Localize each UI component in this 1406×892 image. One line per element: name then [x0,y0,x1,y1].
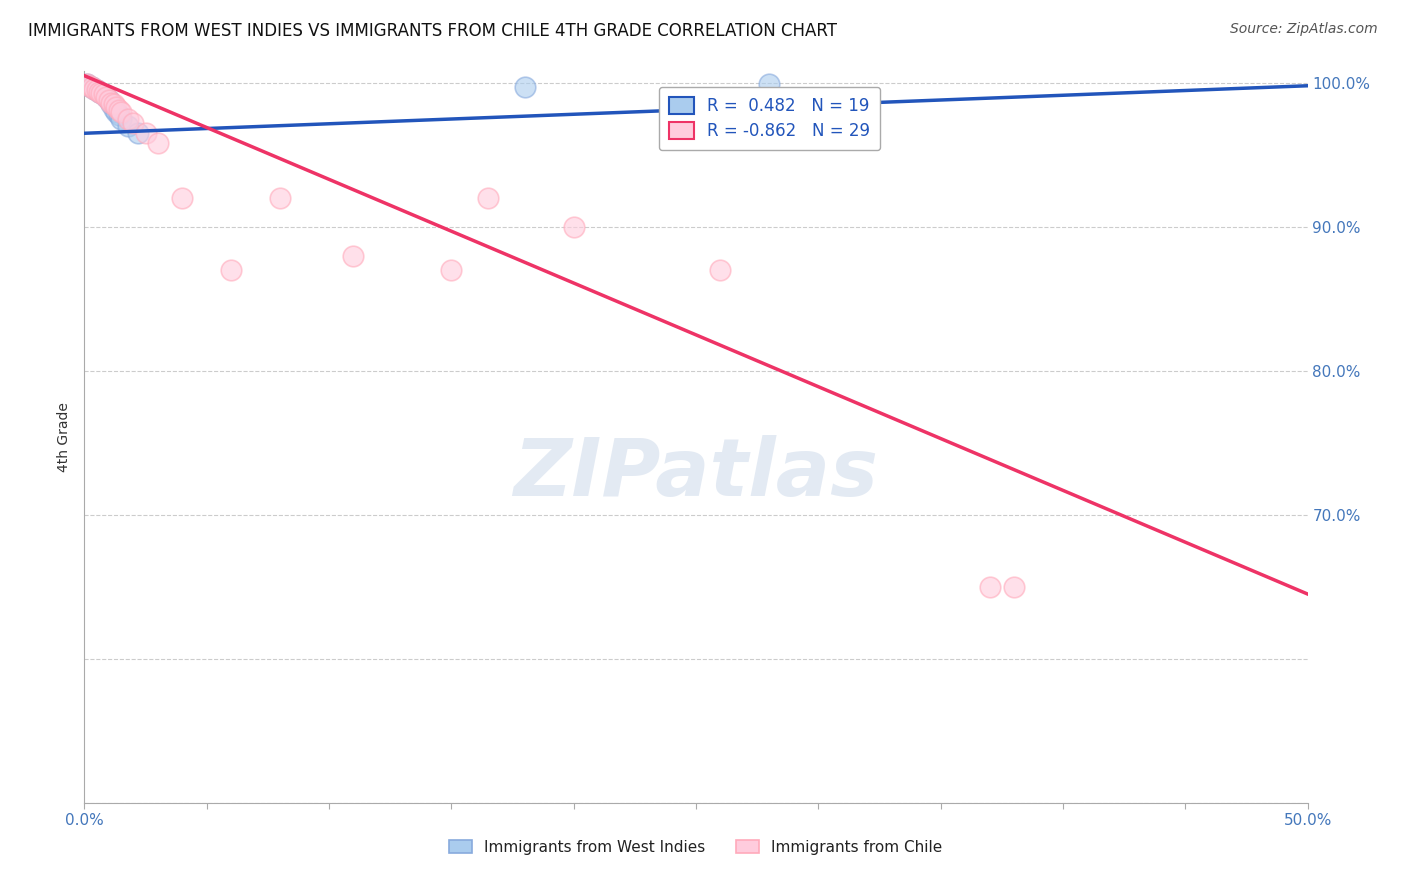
Point [146,136,169,151]
Point [80,80,103,95]
Point [127,126,149,140]
Point [342,249,364,263]
Point [117,112,139,126]
Point [103,97,125,112]
Point [107,107,129,121]
Point [100,96,122,111]
Point [86,83,108,97]
Point [80,80,103,95]
Point [513,80,536,95]
Point [117,119,139,133]
Point [122,116,145,130]
Point [172,191,194,205]
Point [87,85,110,99]
Point [87,85,110,99]
Point [269,191,291,205]
Point [77,78,100,93]
Point [440,263,463,277]
Point [93,87,115,102]
Point [96,90,118,104]
Point [758,78,780,92]
Point [76,78,98,92]
Point [90,86,112,100]
Point [105,100,128,114]
Point [77,78,100,93]
Text: Source: ZipAtlas.com: Source: ZipAtlas.com [1230,22,1378,37]
Point [90,86,112,100]
Point [562,219,585,234]
Point [709,263,731,277]
Point [110,104,132,119]
Point [105,104,128,119]
Point [83,81,105,95]
Text: IMMIGRANTS FROM WEST INDIES VS IMMIGRANTS FROM CHILE 4TH GRADE CORRELATION CHART: IMMIGRANTS FROM WEST INDIES VS IMMIGRANT… [28,22,837,40]
Point [979,580,1001,594]
Point [86,83,108,97]
Text: ZIPatlas: ZIPatlas [513,434,879,513]
Point [97,93,120,107]
Point [96,90,118,104]
Point [477,191,499,205]
Point [97,93,120,107]
Point [110,112,132,126]
Point [100,97,122,112]
Point [103,102,125,116]
Point [135,126,157,140]
Point [76,78,98,92]
Y-axis label: 4th Grade: 4th Grade [58,402,72,472]
Point [83,81,105,95]
Point [219,263,242,277]
Point [107,103,129,118]
Point [93,87,115,102]
Point [1002,580,1025,594]
Legend: Immigrants from West Indies, Immigrants from Chile: Immigrants from West Indies, Immigrants … [443,834,949,861]
